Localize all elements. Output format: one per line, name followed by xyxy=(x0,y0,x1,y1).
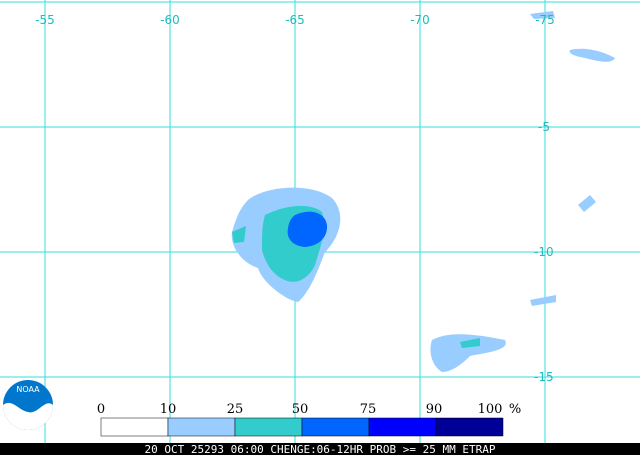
legend-swatch xyxy=(435,417,504,437)
lat-label: -5 xyxy=(538,120,550,134)
legend-label: 10 xyxy=(160,402,177,417)
logo-wave xyxy=(3,402,53,430)
footer-bar xyxy=(0,443,640,455)
lon-labels: -55 -60 -65 -70 -75 xyxy=(35,13,555,27)
legend: 0 10 25 50 75 90 100 % xyxy=(97,402,521,437)
prob-area xyxy=(530,295,556,306)
legend-label: 100 xyxy=(478,402,503,417)
legend-label: 75 xyxy=(360,402,377,417)
precip-areas xyxy=(231,11,615,372)
prob-area xyxy=(287,211,328,247)
legend-label: 0 xyxy=(97,402,105,417)
legend-swatch xyxy=(301,417,370,437)
lon-label: -55 xyxy=(35,13,55,27)
legend-swatch xyxy=(234,417,303,437)
footer-text: 20 OCT 25293 06:00 CHENGE:06-12HR PROB >… xyxy=(145,443,496,455)
lon-label: -70 xyxy=(410,13,430,27)
lat-label: -15 xyxy=(534,370,554,384)
lat-labels: -5 -10 -15 xyxy=(534,120,554,384)
prob-area xyxy=(232,226,246,243)
graticule xyxy=(0,0,640,443)
prob-area xyxy=(430,334,506,372)
logo-text: NOAA xyxy=(16,385,40,394)
legend-swatch xyxy=(167,417,236,437)
noaa-logo: NOAA xyxy=(3,380,53,430)
prob-area xyxy=(578,195,596,212)
lon-label: -75 xyxy=(535,13,555,27)
lon-label: -65 xyxy=(285,13,305,27)
lat-label: -10 xyxy=(534,245,554,259)
legend-swatch xyxy=(100,417,169,437)
legend-unit: % xyxy=(509,402,521,417)
prob-area xyxy=(530,11,555,19)
legend-label: 50 xyxy=(292,402,309,417)
prob-area xyxy=(569,48,615,62)
prob-area xyxy=(460,338,480,348)
legend-swatch xyxy=(368,417,437,437)
legend-label: 25 xyxy=(227,402,244,417)
lon-label: -60 xyxy=(160,13,180,27)
legend-label: 90 xyxy=(426,402,443,417)
